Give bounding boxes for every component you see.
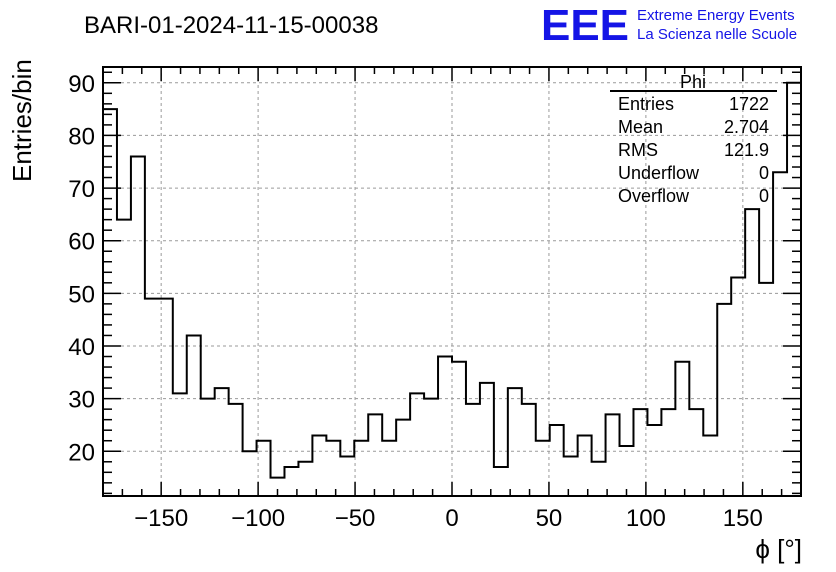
org-line-1: Extreme Energy Events [637, 7, 795, 24]
stats-label: Overflow [618, 186, 690, 206]
stats-value: 1722 [729, 94, 769, 114]
histogram-step-line [103, 81, 801, 479]
stats-label: Mean [618, 117, 663, 137]
x-tick-label: −150 [134, 505, 188, 532]
y-tick-label: 80 [68, 123, 95, 150]
y-tick-label: 20 [68, 439, 95, 466]
y-tick-labels: 20 30 40 50 60 70 80 90 [68, 71, 95, 466]
chart-title: BARI-01-2024-11-15-00038 [84, 12, 378, 39]
stats-label: RMS [618, 140, 658, 160]
x-tick-label: 0 [445, 505, 458, 532]
stats-label: Entries [618, 94, 674, 114]
stats-value: 0 [759, 163, 769, 183]
x-tick-label: −50 [335, 505, 376, 532]
y-tick-label: 60 [68, 229, 95, 256]
x-tick-labels: −150 −100 −50 0 50 100 150 [134, 505, 763, 532]
axis-ticks [102, 67, 802, 496]
y-tick-label: 50 [68, 281, 95, 308]
stats-rows: Entries 1722 Mean 2.704 RMS 121.9 Underflow 0 Ov… [618, 94, 769, 206]
y-tick-label: 90 [68, 71, 95, 98]
org-line-2: La Scienza nelle Scuole [637, 26, 797, 43]
stats-value: 0 [759, 186, 769, 206]
y-tick-label: 70 [68, 176, 95, 203]
stats-box: Phi Entries 1722 Mean 2.704 RMS 121.9 Underflo… [610, 72, 777, 206]
y-tick-label: 30 [68, 387, 95, 414]
stats-value: 2.704 [724, 117, 769, 137]
stats-title: Phi [680, 72, 706, 92]
x-tick-label: −100 [231, 505, 285, 532]
stats-label: Underflow [618, 163, 700, 183]
grid-lines [103, 67, 801, 496]
x-tick-label: 100 [626, 505, 666, 532]
plot-frame [102, 66, 802, 497]
eee-logo: EEE [541, 1, 629, 50]
stats-value: 121.9 [724, 140, 769, 160]
x-tick-label: 50 [536, 505, 563, 532]
x-tick-label: 150 [723, 505, 763, 532]
y-axis-label: Entries/bin [7, 59, 37, 182]
y-tick-label: 40 [68, 334, 95, 361]
x-axis-label: ϕ [°] [755, 534, 802, 564]
